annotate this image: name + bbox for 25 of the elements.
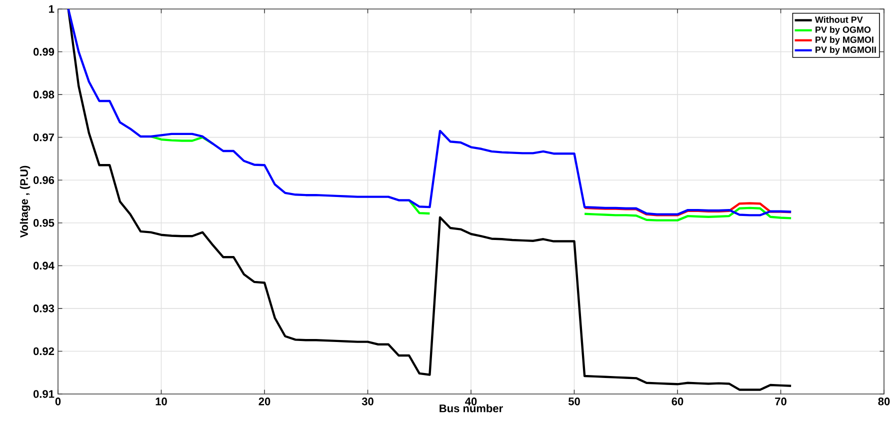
y-tick-label: 0.93	[34, 304, 54, 312]
y-tick-label: 0.97	[34, 133, 54, 142]
x-tick-label: 40	[465, 398, 477, 406]
y-tick-label: 1	[49, 5, 54, 13]
y-tick-label: 0.99	[34, 48, 54, 56]
y-tick-label: 0.94	[34, 262, 54, 270]
legend-label: Without PV	[814, 16, 863, 23]
x-tick-label: 0	[55, 398, 61, 406]
x-tick-label: 10	[156, 398, 167, 406]
x-tick-label: 30	[362, 398, 374, 406]
y-tick-label: 0.91	[34, 390, 54, 398]
y-tick-label: 0.98	[34, 90, 54, 98]
legend-label: PV by MGMOI	[816, 36, 874, 45]
x-tick-label: 80	[878, 398, 890, 406]
legend-label: PV by MGMOII	[816, 46, 876, 55]
x-tick-label: 50	[568, 398, 580, 406]
y-tick-label: 0.96	[34, 176, 54, 184]
x-tick-label: 20	[258, 398, 270, 406]
y-tick-label: 0.92	[34, 347, 54, 356]
legend-label: PV by OGMO	[816, 26, 871, 35]
x-axis-title: Bus number	[440, 404, 503, 412]
x-tick-label: 60	[672, 398, 684, 406]
x-tick-label: 70	[775, 398, 786, 406]
y-tick-label: 0.95	[34, 219, 54, 227]
y-axis-title: Voltage , (P.U)	[20, 166, 30, 238]
